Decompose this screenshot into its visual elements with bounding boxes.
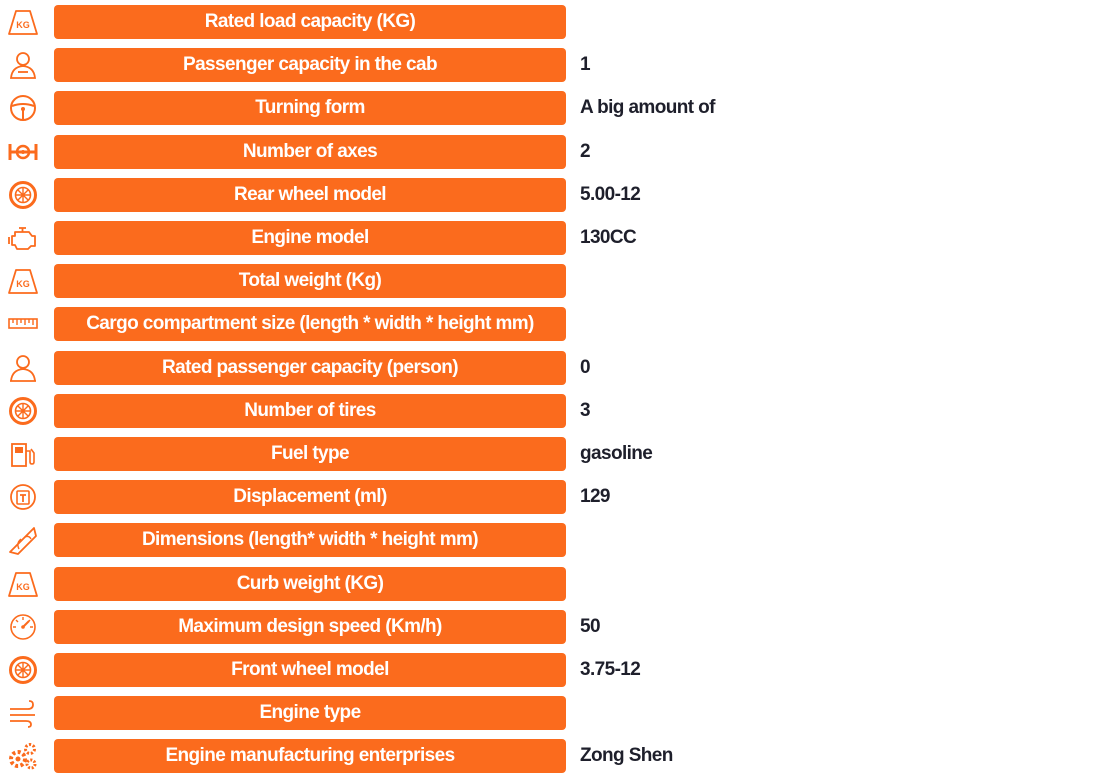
spec-value: 0 xyxy=(580,357,591,378)
spec-label: Rated passenger capacity (person) xyxy=(54,351,566,385)
spec-row: KG Total weight (Kg) xyxy=(0,264,1100,298)
spec-row: KG Rated load capacity (KG) xyxy=(0,5,1100,39)
spec-label: Front wheel model xyxy=(54,653,566,687)
spec-value: 2 xyxy=(580,141,591,162)
wheel-icon xyxy=(6,655,40,685)
svg-text:KG: KG xyxy=(16,582,30,592)
wheel-icon xyxy=(6,180,40,210)
spec-label: Cargo compartment size (length * width *… xyxy=(54,307,566,341)
spec-row: Front wheel model 3.75-12 xyxy=(0,653,1100,687)
spec-label: Engine manufacturing enterprises xyxy=(54,739,566,773)
spec-row: Cargo compartment size (length * width *… xyxy=(0,307,1100,341)
steering-wheel-icon xyxy=(6,93,40,123)
svg-text:KG: KG xyxy=(16,279,30,289)
spec-label: Fuel type xyxy=(54,437,566,471)
kg-weight-icon: KG xyxy=(6,266,40,296)
spec-row: Displacement (ml) 129 xyxy=(0,480,1100,514)
kg-weight-icon: KG xyxy=(6,7,40,37)
person-icon xyxy=(6,353,40,383)
wind-icon xyxy=(6,698,40,728)
spec-value: 5.00-12 xyxy=(580,184,641,205)
spec-value: 3 xyxy=(580,400,591,421)
kg-weight-icon: KG xyxy=(6,569,40,599)
spec-row: Engine manufacturing enterprises Zong She… xyxy=(0,739,1100,773)
spec-label: Rated load capacity (KG) xyxy=(54,5,566,39)
spec-label: Engine model xyxy=(54,221,566,255)
spec-row: KG Curb weight (KG) xyxy=(0,567,1100,601)
spec-row: Dimensions (length* width * height mm) xyxy=(0,523,1100,557)
spec-row: Number of axes 2 xyxy=(0,135,1100,169)
spec-value: 50 xyxy=(580,616,601,637)
spec-value: Zong Shen xyxy=(580,745,673,766)
spec-value: A big amount of xyxy=(580,97,715,118)
protractor-icon xyxy=(6,525,40,555)
speedometer-icon xyxy=(6,612,40,642)
spec-label: Total weight (Kg) xyxy=(54,264,566,298)
displacement-icon xyxy=(6,482,40,512)
spec-value: 3.75-12 xyxy=(580,659,641,680)
engine-icon xyxy=(6,223,40,253)
axle-icon xyxy=(6,137,40,167)
wheel-icon xyxy=(6,396,40,426)
ruler-icon xyxy=(6,309,40,339)
spec-label: Maximum design speed (Km/h) xyxy=(54,610,566,644)
spec-value: 1 xyxy=(580,54,591,75)
spec-row: Number of tires 3 xyxy=(0,394,1100,428)
spec-label: Dimensions (length* width * height mm) xyxy=(54,523,566,557)
spec-row: Passenger capacity in the cab 1 xyxy=(0,48,1100,82)
passenger-icon xyxy=(6,50,40,80)
spec-label: Curb weight (KG) xyxy=(54,567,566,601)
spec-row: Maximum design speed (Km/h) 50 xyxy=(0,610,1100,644)
spec-row: Engine type xyxy=(0,696,1100,730)
spec-row: Fuel type gasoline xyxy=(0,437,1100,471)
spec-label: Rear wheel model xyxy=(54,178,566,212)
spec-label: Passenger capacity in the cab xyxy=(54,48,566,82)
spec-row: Rear wheel model 5.00-12 xyxy=(0,178,1100,212)
spec-row: Rated passenger capacity (person) 0 xyxy=(0,351,1100,385)
spec-label: Displacement (ml) xyxy=(54,480,566,514)
spec-label: Engine type xyxy=(54,696,566,730)
spec-label: Number of tires xyxy=(54,394,566,428)
svg-text:KG: KG xyxy=(16,20,30,30)
fuel-pump-icon xyxy=(6,439,40,469)
spec-row: Turning form A big amount of xyxy=(0,91,1100,125)
spec-value: gasoline xyxy=(580,443,653,464)
spec-label: Turning form xyxy=(54,91,566,125)
gears-icon xyxy=(6,741,40,771)
spec-label: Number of axes xyxy=(54,135,566,169)
spec-row: Engine model 130CC xyxy=(0,221,1100,255)
spec-value: 130CC xyxy=(580,227,637,248)
spec-value: 129 xyxy=(580,486,611,507)
